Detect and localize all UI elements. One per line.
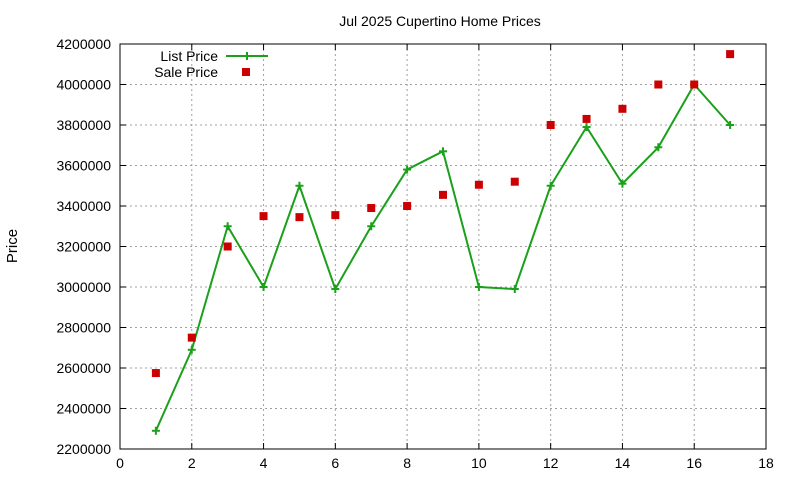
data-point xyxy=(510,177,519,186)
y-tick-label: 3200000 xyxy=(56,239,111,255)
data-point xyxy=(726,50,735,59)
data-point xyxy=(403,165,412,174)
y-tick-label: 3800000 xyxy=(56,117,111,133)
data-point xyxy=(223,222,232,231)
series-layer xyxy=(151,50,735,435)
x-tick-label: 16 xyxy=(686,455,702,471)
axis-ticks: 0 2 4 6 8 10 12 14 16 18 2200000 2400000 2600000 2800… xyxy=(56,36,774,471)
y-tick-label: 2400000 xyxy=(56,401,111,417)
x-tick-label: 2 xyxy=(188,455,196,471)
data-point xyxy=(582,123,591,132)
legend-marker xyxy=(242,68,250,76)
legend-label: List Price xyxy=(160,48,218,64)
data-point xyxy=(331,211,340,220)
data-point xyxy=(295,181,304,190)
y-tick-label: 2800000 xyxy=(56,320,111,336)
data-point xyxy=(259,283,268,291)
grid xyxy=(120,44,766,449)
y-tick-label: 3400000 xyxy=(56,198,111,214)
data-point xyxy=(223,242,232,251)
data-point xyxy=(439,147,447,156)
data-point xyxy=(690,80,699,89)
x-tick-label: 18 xyxy=(758,455,774,471)
x-tick-label: 12 xyxy=(543,455,559,471)
x-tick-label: 14 xyxy=(615,455,631,471)
data-point xyxy=(546,121,555,129)
data-point xyxy=(259,212,268,221)
series-1 xyxy=(151,80,735,435)
data-point xyxy=(546,181,555,190)
x-tick-label: 4 xyxy=(260,455,268,471)
data-point xyxy=(187,345,196,354)
data-point xyxy=(367,204,376,213)
data-point xyxy=(618,179,627,188)
y-tick-label: 3600000 xyxy=(56,158,111,174)
x-tick-label: 8 xyxy=(403,455,411,471)
y-tick-label: 2200000 xyxy=(56,441,111,457)
legend-label: Sale Price xyxy=(154,64,218,80)
data-point xyxy=(403,202,412,210)
plot-frame xyxy=(119,43,767,450)
data-point xyxy=(367,222,376,231)
legend-marker xyxy=(243,52,251,60)
data-point xyxy=(654,80,663,89)
data-point xyxy=(510,285,519,294)
data-point xyxy=(474,180,483,189)
data-point xyxy=(726,121,735,129)
y-tick-label: 4200000 xyxy=(56,36,111,52)
y-tick-label: 4000000 xyxy=(56,77,111,93)
data-point xyxy=(618,104,627,113)
x-tick-label: 0 xyxy=(116,455,124,471)
series-2 xyxy=(151,50,735,378)
x-tick-label: 6 xyxy=(331,455,339,471)
data-point xyxy=(295,213,304,222)
chart-title: Jul 2025 Cupertino Home Prices xyxy=(339,13,541,29)
data-point xyxy=(654,143,663,152)
y-axis-label: Price xyxy=(4,229,21,263)
data-point xyxy=(151,426,160,435)
data-point xyxy=(582,114,591,123)
y-tick-label: 3000000 xyxy=(56,279,111,295)
data-point xyxy=(439,190,447,199)
data-point xyxy=(187,333,196,342)
series-line xyxy=(154,83,731,432)
x-tick-label: 10 xyxy=(471,455,487,471)
y-tick-label: 2600000 xyxy=(56,360,111,376)
data-point xyxy=(151,369,160,378)
data-point xyxy=(474,283,483,291)
data-point xyxy=(331,285,340,294)
